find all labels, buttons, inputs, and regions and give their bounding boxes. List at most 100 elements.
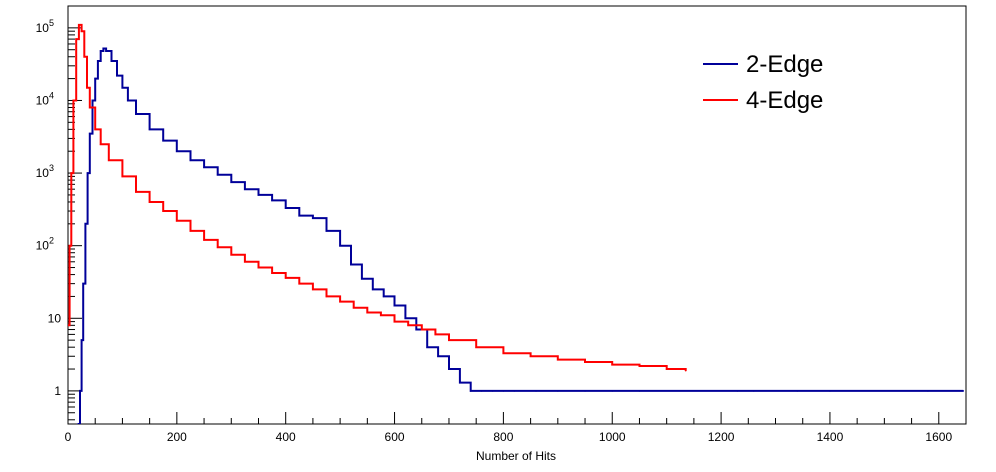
x-tick-label: 1000 [599, 430, 626, 444]
data-point [502, 390, 505, 392]
data-point [480, 390, 483, 392]
data-point [88, 132, 91, 135]
data-point [796, 390, 799, 392]
data-point [502, 352, 505, 355]
data-point [72, 99, 75, 102]
data-point [110, 60, 113, 62]
data-point [366, 311, 369, 314]
data-point [312, 217, 314, 219]
data-point [736, 390, 739, 392]
data-point [148, 201, 151, 203]
data-point [86, 86, 88, 89]
data-point [230, 181, 233, 183]
series-layer [68, 23, 965, 424]
data-point [339, 244, 341, 247]
data-point [203, 166, 205, 169]
data-point [105, 50, 107, 52]
data-point [99, 50, 102, 52]
data-point [298, 214, 301, 217]
data-point [350, 263, 352, 266]
data-point [94, 128, 97, 131]
data-point [380, 314, 382, 317]
data-point [684, 369, 687, 372]
x-tick-label: 800 [493, 430, 513, 444]
data-point [84, 223, 87, 225]
data-point [99, 143, 102, 145]
data-point [116, 74, 118, 77]
data-point [535, 390, 537, 392]
data-point [829, 390, 831, 392]
data-point [448, 368, 450, 370]
legend: 2-Edge 4-Edge [703, 51, 823, 114]
data-point [284, 277, 287, 279]
data-point [469, 390, 472, 392]
data-point [448, 339, 450, 341]
data-point [88, 106, 91, 109]
data-point [284, 207, 287, 209]
data-point [513, 390, 516, 392]
data-point [415, 328, 418, 331]
data-point [584, 361, 586, 363]
data-point [83, 55, 86, 58]
data-point [437, 355, 439, 358]
data-point [82, 282, 85, 285]
data-point [68, 324, 69, 327]
data-point [420, 328, 423, 331]
data-point [189, 230, 192, 232]
data-point [102, 47, 105, 50]
data-point [325, 295, 328, 298]
data-point [407, 324, 409, 327]
data-point [70, 172, 73, 174]
x-tick-label: 1600 [925, 430, 952, 444]
data-point [121, 86, 124, 89]
data-point [257, 194, 260, 196]
data-point [189, 159, 192, 162]
y-tick-label: 105 [36, 18, 54, 35]
x-axis-title: Number of Hits [476, 449, 556, 463]
data-point [393, 320, 396, 323]
y-tick-label: 10 [48, 311, 62, 325]
data-point [244, 188, 246, 190]
data-point [244, 260, 246, 263]
data-point [325, 230, 328, 232]
data-point [927, 390, 929, 392]
data-point [216, 246, 219, 249]
data-point [97, 60, 99, 62]
data-point [203, 239, 205, 241]
data-point [426, 346, 429, 348]
legend-label: 2-Edge [746, 51, 823, 78]
series-line-2-edge [77, 47, 964, 424]
data-point [91, 99, 94, 102]
data-point [584, 390, 586, 392]
y-tick-label: 1 [54, 384, 61, 398]
data-point [434, 333, 437, 336]
data-point [162, 210, 165, 212]
data-point [491, 390, 494, 392]
data-point [752, 390, 755, 392]
data-point [339, 300, 341, 303]
y-tick-exponent: 2 [49, 236, 54, 246]
data-point [79, 390, 81, 392]
data-point [352, 306, 355, 309]
data-point [665, 368, 668, 370]
data-point [176, 220, 178, 222]
data-point [962, 390, 965, 392]
data-point [216, 173, 219, 176]
x-tick-label: 1400 [817, 430, 844, 444]
data-point [68, 244, 71, 247]
data-point [76, 423, 79, 424]
data-point [271, 272, 273, 274]
y-tick-label: 104 [36, 90, 54, 107]
data-point [557, 358, 559, 361]
data-point [94, 77, 97, 80]
data-point [127, 99, 129, 102]
plot-frame [67, 5, 967, 425]
x-tick-label: 0 [65, 430, 72, 444]
y-tick-label: 102 [36, 236, 54, 253]
x-tick-label: 400 [276, 430, 296, 444]
data-point [404, 317, 407, 320]
data-point [312, 288, 314, 291]
data-point [78, 24, 80, 26]
data-point [135, 113, 137, 115]
